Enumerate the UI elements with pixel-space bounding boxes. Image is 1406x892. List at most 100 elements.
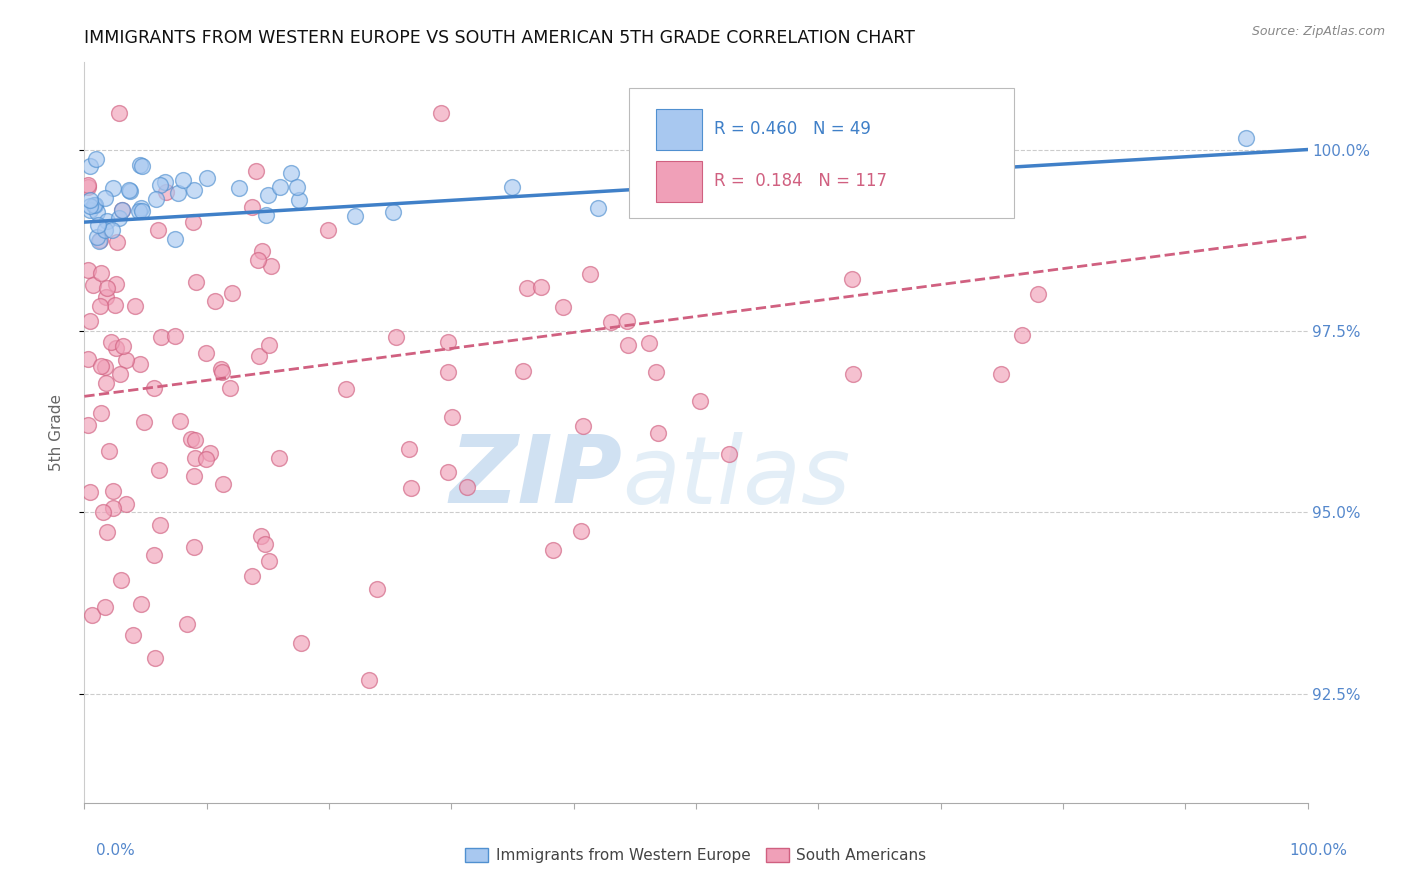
Point xyxy=(211,477,233,491)
Point xyxy=(717,447,740,461)
Point xyxy=(83,198,105,212)
FancyBboxPatch shape xyxy=(655,109,702,150)
Text: IMMIGRANTS FROM WESTERN EUROPE VS SOUTH AMERICAN 5TH GRADE CORRELATION CHART: IMMIGRANTS FROM WESTERN EUROPE VS SOUTH … xyxy=(84,29,915,47)
Point xyxy=(134,415,156,429)
Point xyxy=(94,191,117,205)
Point xyxy=(553,300,575,314)
Point xyxy=(1028,286,1050,301)
Text: R = 0.460   N = 49: R = 0.460 N = 49 xyxy=(714,120,872,138)
Point xyxy=(128,203,150,218)
Point xyxy=(108,367,131,381)
Point xyxy=(149,178,172,192)
Y-axis label: 5th Grade: 5th Grade xyxy=(49,394,63,471)
Point xyxy=(148,463,170,477)
Point xyxy=(195,170,218,185)
Point xyxy=(111,339,134,353)
Point xyxy=(180,433,202,447)
Point xyxy=(572,418,595,433)
Point xyxy=(316,223,339,237)
Point xyxy=(240,568,263,582)
Point xyxy=(129,157,152,171)
Point xyxy=(184,450,207,465)
Point xyxy=(117,183,139,197)
Point xyxy=(124,300,146,314)
Point xyxy=(1236,130,1258,145)
Point xyxy=(571,524,593,539)
Point xyxy=(87,235,110,249)
Point xyxy=(644,365,666,379)
Point xyxy=(100,334,122,349)
Point xyxy=(104,298,127,312)
Point xyxy=(131,203,153,218)
Point xyxy=(257,337,280,351)
Point xyxy=(685,180,707,194)
Point xyxy=(84,153,107,167)
Point xyxy=(163,328,186,343)
Point xyxy=(221,286,243,301)
Point xyxy=(219,381,242,395)
Text: R =  0.184   N = 117: R = 0.184 N = 117 xyxy=(714,172,887,190)
Text: atlas: atlas xyxy=(623,432,851,523)
Point xyxy=(456,480,478,494)
Point xyxy=(290,635,312,649)
Point xyxy=(91,505,114,519)
Point xyxy=(269,179,291,194)
FancyBboxPatch shape xyxy=(628,88,1014,218)
Point xyxy=(101,223,124,237)
Point xyxy=(184,276,207,290)
Point xyxy=(153,176,176,190)
Point xyxy=(176,617,198,632)
Point xyxy=(77,178,100,193)
Point xyxy=(441,410,464,425)
Point xyxy=(169,414,191,428)
FancyBboxPatch shape xyxy=(655,161,702,202)
Point xyxy=(183,540,205,554)
Point xyxy=(211,365,233,379)
Point xyxy=(616,314,638,328)
Point xyxy=(260,259,283,273)
Point xyxy=(905,131,928,145)
Point xyxy=(94,290,117,304)
Point xyxy=(689,394,711,409)
Point xyxy=(114,353,136,368)
Point xyxy=(118,185,141,199)
Point xyxy=(783,169,806,184)
Point xyxy=(672,202,695,216)
Point xyxy=(129,201,152,215)
Point xyxy=(247,253,270,268)
Point xyxy=(101,181,124,195)
Point xyxy=(245,164,267,178)
Point xyxy=(86,230,108,244)
Point xyxy=(77,351,100,366)
Point xyxy=(94,223,117,237)
Point xyxy=(143,381,166,395)
Legend: Immigrants from Western Europe, South Americans: Immigrants from Western Europe, South Am… xyxy=(460,842,932,869)
Point xyxy=(183,183,205,197)
Point xyxy=(280,166,302,180)
Point xyxy=(357,673,380,688)
Point xyxy=(87,218,110,232)
Point xyxy=(516,280,538,294)
Point xyxy=(586,201,609,215)
Point xyxy=(107,106,129,120)
Point xyxy=(143,650,166,665)
Point xyxy=(150,330,173,344)
Point xyxy=(83,198,105,212)
Point xyxy=(79,159,101,173)
Point xyxy=(105,341,128,355)
Point xyxy=(79,199,101,213)
Point xyxy=(204,293,226,308)
Point xyxy=(1011,327,1033,342)
Point xyxy=(512,364,534,378)
Point xyxy=(502,179,524,194)
Point xyxy=(110,203,132,218)
Point xyxy=(114,497,136,511)
Point xyxy=(285,179,308,194)
Point xyxy=(108,211,131,226)
Point xyxy=(93,360,115,375)
Point xyxy=(240,200,263,214)
Point xyxy=(77,418,100,433)
Point xyxy=(101,483,124,498)
Point xyxy=(842,368,865,382)
Point xyxy=(148,223,170,237)
